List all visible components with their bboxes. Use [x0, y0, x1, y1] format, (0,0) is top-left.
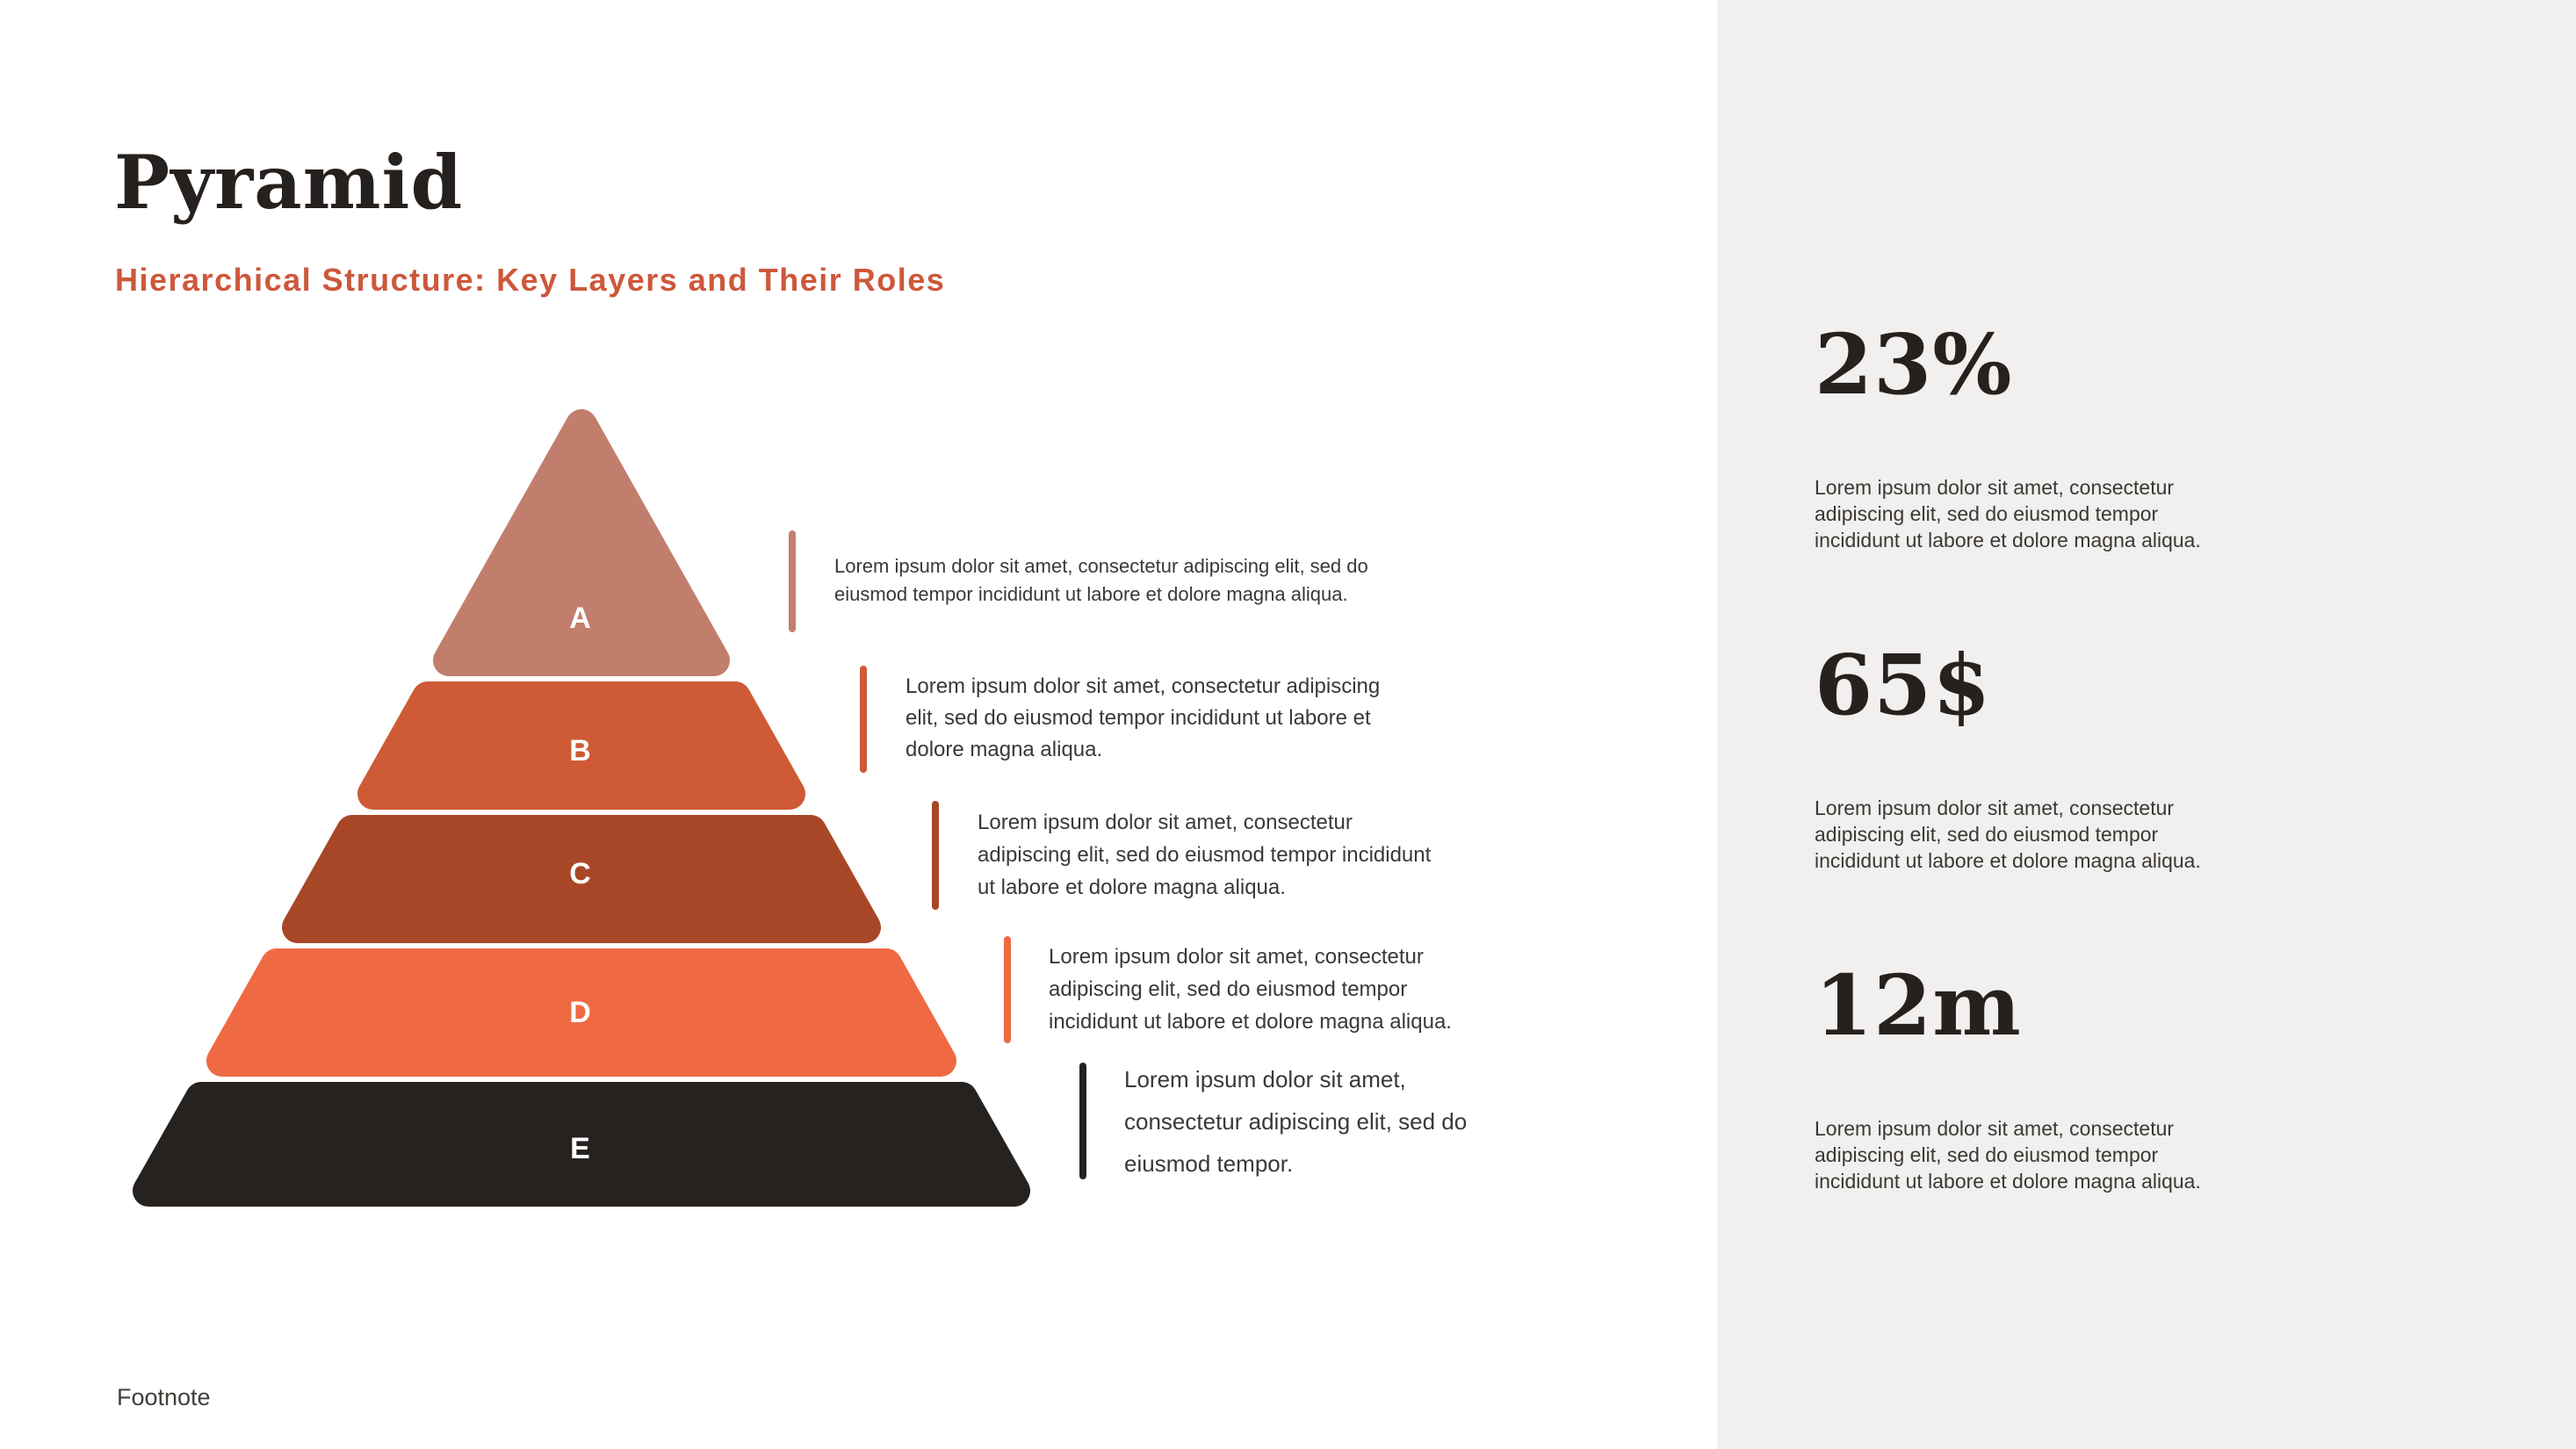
pyramid-layer-d-label: D	[569, 996, 594, 1029]
stat-description-dollars: Lorem ipsum dolor sit amet, consectetur …	[1815, 797, 2201, 872]
layer-b-description: Lorem ipsum dolor sit amet, consectetur …	[906, 674, 1381, 761]
layer-a-description: Lorem ipsum dolor sit amet, consectetur …	[834, 555, 1368, 605]
stat-value-millions: 12m	[1815, 957, 2022, 1055]
pyramid-layer-d-shape	[206, 948, 956, 1077]
pyramid-layer-c-shape	[282, 815, 881, 943]
page-subtitle: Hierarchical Structure: Key Layers and T…	[115, 262, 946, 298]
layer-c-connector-bar	[932, 801, 939, 910]
stat-value-dollars: 65$	[1815, 637, 1992, 734]
stat-value-percent: 23%	[1815, 316, 2013, 414]
layer-e-connector-bar	[1079, 1063, 1086, 1179]
layer-a-connector-bar	[789, 530, 796, 632]
layer-c-description: Lorem ipsum dolor sit amet, consectetur …	[978, 811, 1432, 899]
pyramid-layer-e	[133, 1082, 1030, 1207]
stats-panel: 23% Lorem ipsum dolor sit amet, consecte…	[1717, 0, 2576, 1449]
pyramid-layer-a-shape	[433, 409, 730, 676]
layer-b-connector-bar	[860, 666, 867, 773]
pyramid-layer-c-label: C	[569, 857, 594, 890]
layer-d-description: Lorem ipsum dolor sit amet, consectetur …	[1049, 945, 1452, 1034]
page-title: Pyramid	[114, 139, 464, 226]
layer-d-connector-bar	[1004, 936, 1011, 1043]
pyramid-layer-b-shape	[357, 681, 805, 810]
pyramid-layer-b-label: B	[569, 734, 594, 768]
pyramid-layer-a-label: A	[569, 602, 594, 635]
footnote: Footnote	[117, 1384, 211, 1410]
pyramid-layer-c	[282, 815, 881, 943]
pyramid-layer-e-shape	[133, 1082, 1030, 1207]
pyramid-layer-a	[433, 409, 730, 676]
stat-description-percent: Lorem ipsum dolor sit amet, consectetur …	[1815, 476, 2201, 551]
pyramid-layer-e-label: E	[570, 1132, 593, 1165]
pyramid-layer-d	[206, 948, 956, 1077]
stat-description-millions: Lorem ipsum dolor sit amet, consectetur …	[1815, 1117, 2201, 1193]
pyramid-layer-b	[357, 681, 805, 810]
layer-e-description: Lorem ipsum dolor sit amet, consectetur …	[1124, 1066, 1468, 1177]
